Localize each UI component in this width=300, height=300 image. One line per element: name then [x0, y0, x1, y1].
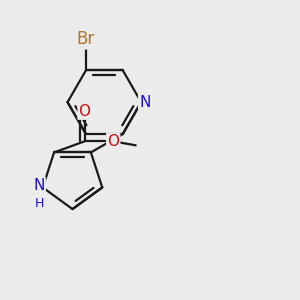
Text: Br: Br	[77, 30, 95, 48]
Text: O: O	[79, 104, 91, 119]
Text: H: H	[34, 197, 44, 210]
Text: O: O	[107, 134, 119, 149]
Text: N: N	[139, 95, 151, 110]
Text: Br: Br	[77, 30, 95, 48]
Text: N: N	[33, 178, 45, 193]
